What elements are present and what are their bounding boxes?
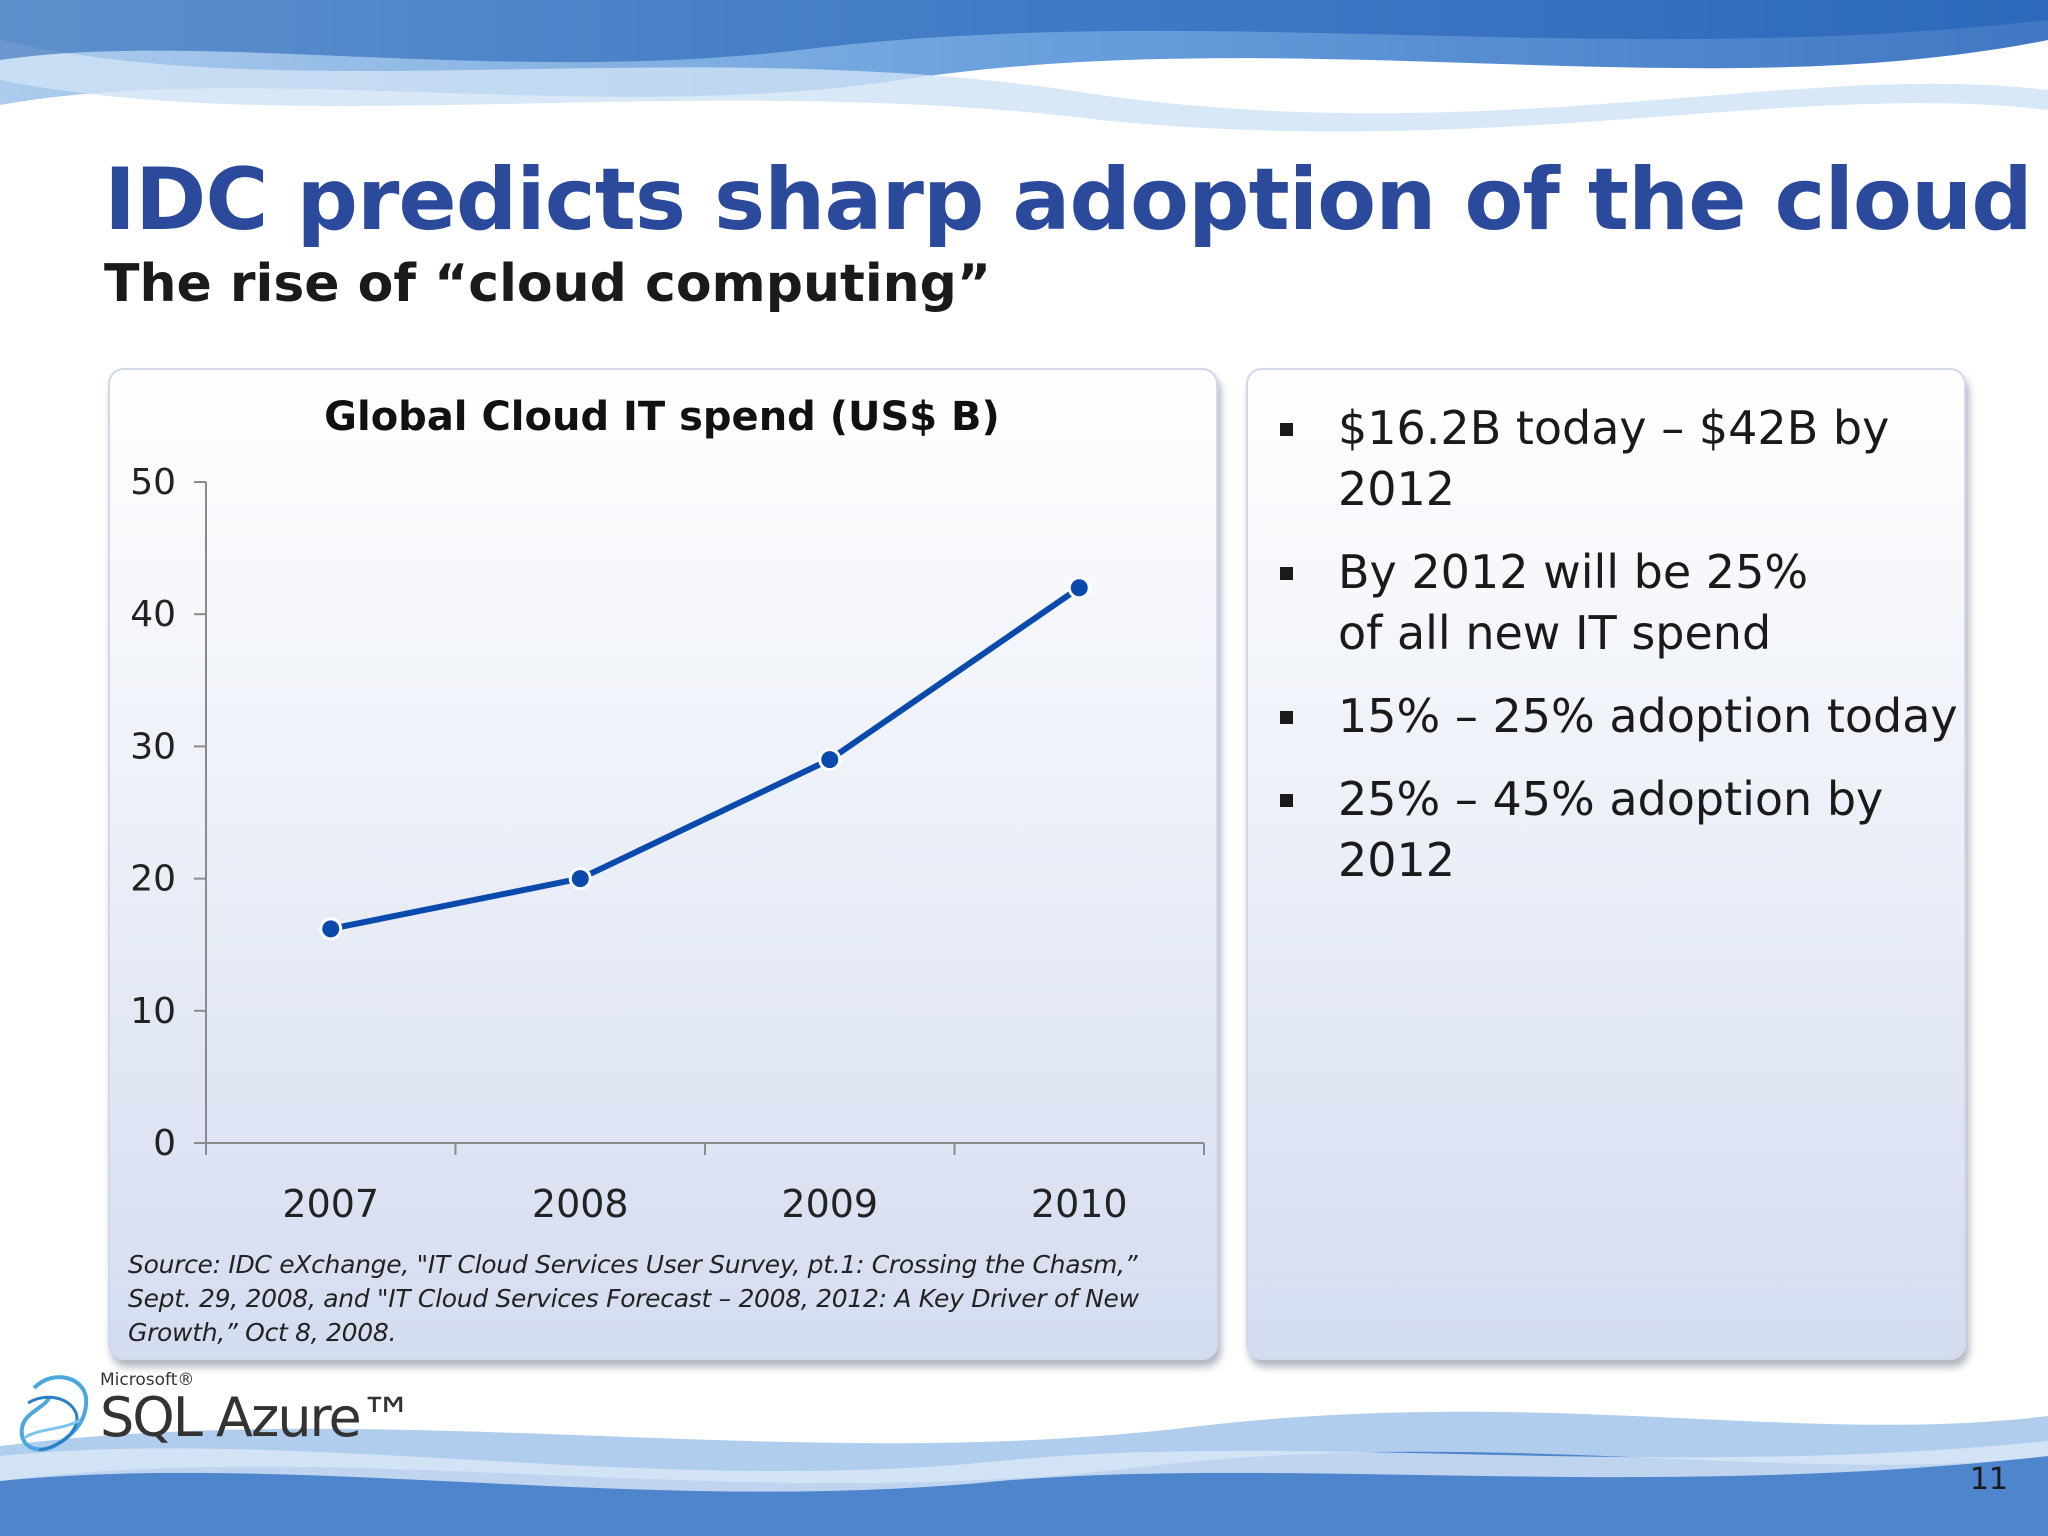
x-tick-label: 2008: [532, 1182, 629, 1226]
logo-product-name: SQL Azure™: [100, 1386, 414, 1449]
y-tick-label: 30: [130, 726, 176, 767]
y-tick-label: 10: [130, 991, 176, 1032]
square-bullet-icon: [1280, 794, 1293, 807]
bullet-list: $16.2B today – $42B by 2012 By 2012 will…: [1278, 398, 1958, 913]
square-bullet-icon: [1280, 423, 1293, 436]
bullet-item: 25% – 45% adoption by 2012: [1278, 769, 1958, 891]
bullet-text: By 2012 will be 25% of all new IT spend: [1338, 545, 1809, 660]
top-wave-decoration: [0, 0, 2048, 132]
chart-panel: Global Cloud IT spend (US$ B) 0 10 20 30 40 50…: [108, 368, 1218, 1360]
x-tick-label: 2009: [781, 1182, 878, 1226]
slide-title: IDC predicts sharp adoption of the cloud: [104, 150, 2033, 250]
page-number: 11: [1969, 1462, 2008, 1497]
square-bullet-icon: [1280, 567, 1293, 580]
data-point: [568, 867, 592, 891]
y-tick-label: 20: [130, 859, 176, 900]
slide-subtitle: The rise of “cloud computing”: [104, 254, 992, 314]
source-note: Source: IDC eXchange, "IT Cloud Services…: [128, 1250, 1139, 1347]
bullet-item: $16.2B today – $42B by 2012: [1278, 398, 1958, 520]
series-line: [330, 585, 1081, 932]
line-chart: Global Cloud IT spend (US$ B) 0 10 20 30 40 50…: [130, 394, 1205, 1226]
y-tick-label: 40: [130, 594, 176, 635]
y-tick-label: 0: [153, 1123, 176, 1164]
bullet-text: 25% – 45% adoption by 2012: [1338, 772, 1884, 887]
sql-azure-logo: Microsoft® SQL Azure™: [14, 1368, 414, 1460]
data-point: [319, 917, 343, 941]
bullet-item: By 2012 will be 25% of all new IT spend: [1278, 542, 1958, 664]
square-bullet-icon: [1280, 711, 1293, 724]
bottom-wave-decoration: [0, 1411, 2048, 1536]
chart-title: Global Cloud IT spend (US$ B): [324, 394, 1000, 440]
bullet-item: 15% – 25% adoption today: [1278, 686, 1958, 747]
x-tick-label: 2010: [1031, 1182, 1128, 1226]
bullet-text: $16.2B today – $42B by 2012: [1338, 401, 1890, 516]
y-tick-label: 50: [130, 462, 176, 503]
cylinder-cloud-icon: [19, 1375, 89, 1452]
bullet-text: 15% – 25% adoption today: [1338, 689, 1958, 743]
x-tick-label: 2007: [282, 1182, 379, 1226]
data-point: [818, 748, 842, 772]
data-point: [1067, 576, 1091, 600]
logo-superscript: Microsoft®: [100, 1370, 195, 1390]
bullet-panel: $16.2B today – $42B by 2012 By 2012 will…: [1246, 368, 1966, 1360]
